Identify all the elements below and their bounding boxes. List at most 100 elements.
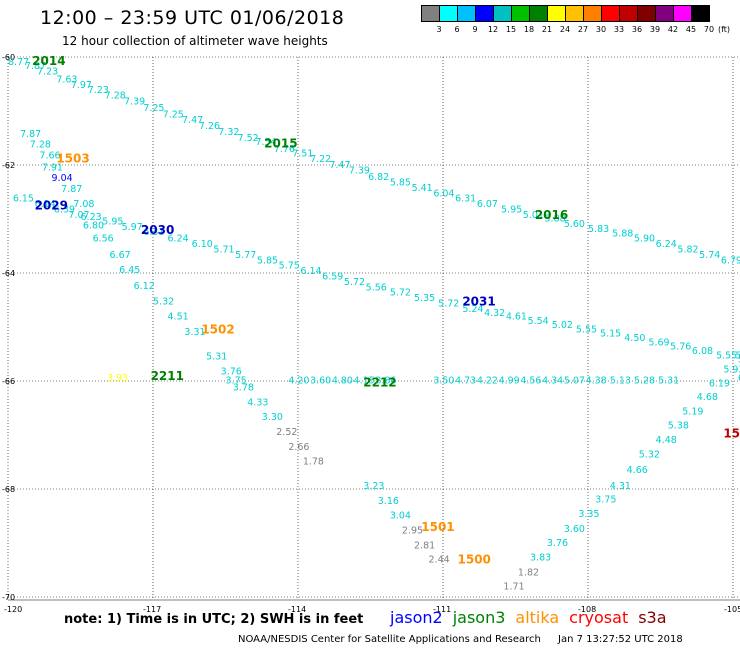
wave-height-value: 4.38 bbox=[586, 376, 607, 387]
wave-height-value: 5.83 bbox=[588, 224, 609, 235]
wave-height-value: 3.76 bbox=[221, 367, 242, 378]
wave-height-value: 6.59 bbox=[322, 271, 343, 282]
wave-height-value: 7.28 bbox=[105, 91, 126, 102]
wave-height-value: 9.04 bbox=[52, 173, 73, 184]
legend-tick-label: 6 bbox=[454, 25, 460, 34]
legend-tick-label: 30 bbox=[595, 25, 607, 34]
pass-number-label: 2016 bbox=[535, 208, 568, 222]
page-subtitle: 12 hour collection of altimeter wave hei… bbox=[62, 34, 328, 48]
lon-label: -108 bbox=[578, 605, 596, 614]
wave-height-value: 5.88 bbox=[612, 228, 633, 239]
pass-number-label: 2212 bbox=[363, 375, 396, 389]
wave-height-value: 5.82 bbox=[677, 244, 698, 255]
wave-height-value: 5.15 bbox=[600, 329, 621, 340]
wave-height-value: 5.24 bbox=[462, 304, 483, 315]
wave-height-value: 5.55 bbox=[576, 324, 597, 335]
wave-height-value: 1.78 bbox=[303, 457, 324, 468]
lat-label: -66 bbox=[2, 377, 15, 386]
wave-height-value: 7.97 bbox=[71, 80, 92, 91]
wave-height-value: 2.66 bbox=[288, 442, 309, 453]
wave-height-value: 8.77 bbox=[8, 57, 29, 68]
wave-height-value: 6.23 bbox=[81, 212, 102, 223]
wave-height-value: 5.77 bbox=[235, 250, 256, 261]
wave-height-value: 5.51 bbox=[738, 355, 740, 366]
wave-height-value: 4.31 bbox=[610, 481, 631, 492]
pass-number-label: 2014 bbox=[32, 54, 65, 68]
satellite-jason3: jason3 bbox=[452, 608, 506, 627]
wave-height-value: 5.72 bbox=[438, 298, 459, 309]
wave-height-value: 7.91 bbox=[42, 162, 63, 173]
wave-height-value: 3.50 bbox=[433, 376, 454, 387]
wave-height-value: 4.99 bbox=[499, 376, 520, 387]
wave-height-value: 5.31 bbox=[658, 376, 679, 387]
wave-height-value: 2.81 bbox=[414, 540, 435, 551]
wave-height-value: 6.07 bbox=[477, 199, 498, 210]
timestamp: Jan 7 13:27:52 UTC 2018 bbox=[558, 634, 683, 645]
lat-label: -70 bbox=[2, 593, 15, 602]
map-grid bbox=[7, 56, 740, 601]
wave-height-value: 5.90 bbox=[634, 234, 655, 245]
wave-height-value: 4.80 bbox=[332, 376, 353, 387]
wave-height-value: 3.23 bbox=[363, 481, 384, 492]
lon-label: -114 bbox=[288, 605, 306, 614]
pass-number-label: 1500 bbox=[458, 553, 491, 567]
wave-height-value: 3.75 bbox=[226, 376, 247, 387]
satellite-s3a: s3a bbox=[638, 608, 667, 627]
wave-height-value: 5.28 bbox=[634, 376, 655, 387]
wave-height-value: 7.26 bbox=[199, 121, 220, 132]
lon-label: -111 bbox=[433, 605, 451, 614]
wave-height-value: 3.93 bbox=[107, 373, 128, 384]
wave-height-value: 2.95 bbox=[402, 525, 423, 536]
wave-height-value: 3.30 bbox=[262, 412, 283, 423]
wave-height-value: 7.47 bbox=[329, 160, 350, 171]
wave-height-value: 6.56 bbox=[93, 234, 114, 245]
wave-height-value: 2.52 bbox=[276, 427, 297, 438]
pass-labels: 2014 1503 2029 2030 2015 2016 2031 1502 2211 2212… bbox=[32, 54, 740, 566]
wave-height-value: 7.23 bbox=[37, 66, 58, 77]
wave-height-value: 4.66 bbox=[627, 465, 648, 476]
wave-height-value: 5.76 bbox=[735, 350, 740, 361]
wave-height-value: 5.93 bbox=[723, 364, 740, 375]
wave-height-value: 7.51 bbox=[292, 148, 313, 159]
wave-height-value: 1.71 bbox=[503, 581, 524, 592]
pass-number-label: 154 bbox=[723, 427, 740, 441]
wave-height-value: 4.51 bbox=[168, 311, 189, 322]
pass-number-label: 1501 bbox=[421, 520, 454, 534]
wave-height-value: 4.34 bbox=[542, 376, 563, 387]
wave-height-value: 3.60 bbox=[564, 524, 585, 535]
wave-height-value: 7.25 bbox=[163, 109, 184, 120]
wave-height-value: 4.48 bbox=[656, 435, 677, 446]
satellite-legend: jason2 jason3 altika cryosat s3a bbox=[390, 608, 677, 627]
wave-height-value: 3.31 bbox=[184, 327, 205, 338]
legend-tick-label: 33 bbox=[613, 25, 625, 34]
wave-height-value: 2.44 bbox=[429, 554, 450, 565]
credit-text: NOAA/NESDIS Center for Satellite Applica… bbox=[238, 634, 541, 645]
wave-height-value: 5.35 bbox=[414, 293, 435, 304]
lat-label: -60 bbox=[2, 53, 15, 62]
wave-height-value: 7.66 bbox=[39, 151, 60, 162]
wave-height-value: 7.47 bbox=[182, 115, 203, 126]
wave-height-value: 5.55 bbox=[716, 350, 737, 361]
wave-height-value: 6.45 bbox=[119, 265, 140, 276]
wave-height-value: 5.32 bbox=[153, 296, 174, 307]
wave-height-value: 6.12 bbox=[134, 281, 155, 292]
wave-height-value: 5.54 bbox=[528, 316, 549, 327]
wave-height-value: 5.13 bbox=[610, 376, 631, 387]
wave-height-value: 7.22 bbox=[310, 154, 331, 165]
lon-label: -105 bbox=[724, 605, 740, 614]
wave-height-value: 5.31 bbox=[206, 351, 227, 362]
legend-swatch bbox=[691, 5, 710, 22]
satellite-cryosat: cryosat bbox=[569, 608, 629, 627]
wave-height-value: 5.38 bbox=[668, 421, 689, 432]
wave-height-value: 5.95 bbox=[102, 216, 123, 227]
wave-height-value: 1.82 bbox=[518, 567, 539, 578]
wave-height-value: 5.71 bbox=[213, 244, 234, 255]
wave-height-value: 6.82 bbox=[368, 172, 389, 183]
wave-height-value: 7.23 bbox=[88, 85, 109, 96]
wave-height-value: 7.32 bbox=[218, 127, 239, 138]
wave-height-value: 7.76 bbox=[274, 144, 295, 155]
wave-height-value: 6.24 bbox=[656, 239, 677, 250]
wave-height-value: 5.85 bbox=[257, 255, 278, 266]
color-legend: 3 6 9 12 15 18 21 24 27 30 33 36 39 42 45 70 (ft) bbox=[421, 5, 730, 34]
wave-height-value: 5.88 bbox=[545, 214, 566, 225]
